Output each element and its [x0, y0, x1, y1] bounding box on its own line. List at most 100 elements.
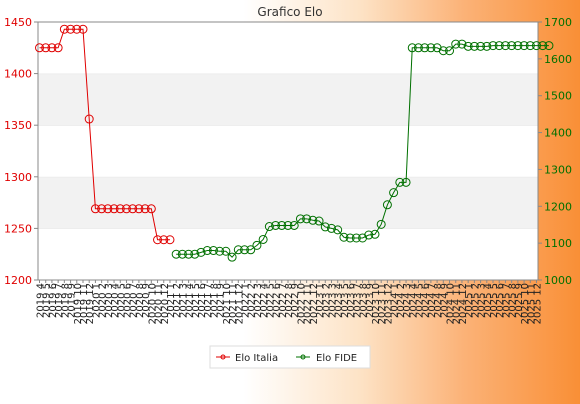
x-tick-label-2022-3: 2022 3	[253, 283, 264, 318]
x-tick-label-2021-4: 2021 4	[185, 283, 196, 318]
left-tick-label-1200: 1200	[4, 274, 32, 287]
x-tick-label-2020-1: 2020 1	[91, 283, 102, 318]
plot-band	[38, 73, 538, 126]
x-tick-label-2024-5: 2024 5	[414, 283, 425, 318]
plot-bands	[38, 21, 538, 280]
data-point-elo-fide-2024-6	[420, 43, 430, 53]
data-point-elo-fide-2025-2	[469, 41, 479, 51]
series-layer	[35, 24, 554, 262]
data-point-elo-fide-2025-10	[519, 41, 529, 51]
data-point-elo-italia-2019-10	[72, 24, 82, 34]
x-tick-label-2024-8: 2024 8	[433, 283, 444, 318]
x-tick-label-2021-9: 2021 9	[216, 283, 227, 318]
x-tick-label-2019-5: 2019 5	[42, 283, 53, 318]
x-tick-label-2019-11: 2019 11	[79, 283, 90, 324]
data-point-elo-italia-2020-7	[128, 204, 138, 214]
x-tick-label-2021-10: 2021 10	[222, 283, 233, 324]
data-point-elo-italia-2021-1	[165, 235, 175, 245]
x-tick-label-2025-5: 2025 5	[489, 283, 500, 318]
left-y-axis: 1200 1250 1300 1350 1400 1450	[4, 16, 38, 287]
data-point-elo-fide-2025-6	[494, 41, 504, 51]
data-point-elo-fide-2022-2	[246, 245, 256, 255]
x-tick-label-2022-9: 2022 9	[290, 283, 301, 318]
data-point-elo-fide-2021-4	[184, 249, 194, 259]
x-tick-label-2024-2: 2024 2	[396, 283, 407, 318]
x-tick-label-2022-4: 2022 4	[259, 283, 270, 318]
x-tick-label-2025-4: 2025 4	[483, 283, 494, 318]
x-tick-label-2022-10: 2022 10	[296, 283, 307, 324]
x-tick-label-2024-1: 2024 1	[390, 283, 401, 318]
x-tick-label-2024-6: 2024 6	[421, 283, 432, 318]
x-tick-label-2020-4: 2020 4	[110, 283, 121, 318]
x-tick-label-2023-8: 2023 8	[359, 283, 370, 318]
plot-band	[38, 125, 538, 177]
data-point-elo-fide-2024-12	[457, 39, 467, 49]
data-point-elo-fide-2025-1	[463, 41, 473, 51]
x-tick-label-2023-9: 2023 9	[365, 283, 376, 318]
right-y-axis: 1000 1100 1200 1300 1400 1500 1600 1700	[538, 16, 572, 287]
x-tick-label-2021-7: 2021 7	[203, 283, 214, 318]
x-tick-label-2023-5: 2023 5	[340, 283, 351, 318]
left-tick-label-1350: 1350	[4, 119, 32, 132]
data-point-elo-fide-2024-2	[395, 177, 405, 187]
data-point-elo-fide-2023-1	[314, 216, 324, 226]
data-point-elo-italia-2020-5	[115, 204, 125, 214]
legend-label-elo-fide: Elo FIDE	[316, 353, 357, 364]
data-point-elo-fide-2021-3	[177, 249, 187, 259]
x-tick-label-2021-11: 2021 11	[228, 283, 239, 324]
x-tick-label-2020-12: 2020 12	[160, 283, 171, 324]
data-point-elo-fide-2025-11	[525, 41, 535, 51]
data-point-elo-fide-2024-1	[389, 188, 399, 198]
data-point-elo-fide-2025-9	[513, 41, 523, 51]
x-tick-label-2025-12: 2025 12	[533, 283, 544, 324]
data-point-elo-fide-2022-7	[277, 220, 287, 230]
data-point-elo-fide-2021-6	[196, 247, 206, 257]
right-tick-label-1300: 1300	[544, 163, 572, 176]
x-tick-label-2019-7: 2019 7	[54, 283, 65, 318]
data-point-elo-fide-2022-6	[271, 220, 281, 230]
x-tick-label-2025-8: 2025 8	[508, 283, 519, 318]
x-tick-label-2023-2: 2023 2	[321, 283, 332, 318]
data-point-elo-fide-2022-10	[295, 214, 305, 224]
data-point-elo-fide-2023-2	[320, 222, 330, 232]
data-point-elo-fide-2024-7	[426, 43, 436, 53]
data-point-elo-fide-2023-12	[382, 200, 392, 210]
data-point-elo-italia-2019-7	[53, 43, 63, 53]
left-tick-label-1450: 1450	[4, 16, 32, 29]
x-tick-label-2019-4: 2019 4	[36, 283, 47, 318]
data-point-elo-fide-2021-8	[208, 246, 218, 256]
data-point-elo-fide-2024-9	[438, 46, 448, 56]
x-tick-label-2020-3: 2020 3	[104, 283, 115, 318]
data-point-elo-fide-2021-9	[215, 246, 225, 256]
data-point-elo-italia-2020-2	[97, 204, 107, 214]
data-point-elo-fide-2023-10	[370, 229, 380, 239]
data-point-elo-italia-2020-6	[121, 204, 131, 214]
right-tick-label-1200: 1200	[544, 200, 572, 213]
x-tick-label-2023-1: 2023 1	[315, 283, 326, 318]
x-tick-label-2022-11: 2022 11	[303, 283, 314, 324]
data-point-elo-fide-2024-5	[413, 43, 423, 53]
right-tick-label-1400: 1400	[544, 127, 572, 140]
x-tick-label-2024-12: 2024 12	[458, 283, 469, 324]
x-tick-label-2023-3: 2023 3	[327, 283, 338, 318]
x-tick-label-2025-11: 2025 11	[526, 283, 537, 324]
x-tick-label-2025-6: 2025 6	[495, 283, 506, 318]
data-point-elo-italia-2020-10	[146, 204, 156, 214]
x-tick-label-2020-2: 2020 2	[98, 283, 109, 318]
x-tick-label-2020-9: 2020 9	[141, 283, 152, 318]
right-tick-label-1500: 1500	[544, 90, 572, 103]
x-tick-label-2021-8: 2021 8	[209, 283, 220, 318]
x-tick-label-2020-6: 2020 6	[122, 283, 133, 318]
x-tick-label-2025-1: 2025 1	[464, 283, 475, 318]
legend-marker-elo-fide	[300, 354, 306, 360]
x-tick-label-2022-2: 2022 2	[247, 283, 258, 318]
data-point-elo-fide-undefined	[538, 41, 548, 51]
x-tick-label-2020-11: 2020 11	[154, 283, 165, 324]
data-point-elo-fide-2023-3	[326, 223, 336, 233]
data-point-elo-fide-2025-8	[507, 41, 517, 51]
plot-band	[38, 176, 538, 229]
x-tick-label-2022-1: 2022 1	[241, 283, 252, 318]
